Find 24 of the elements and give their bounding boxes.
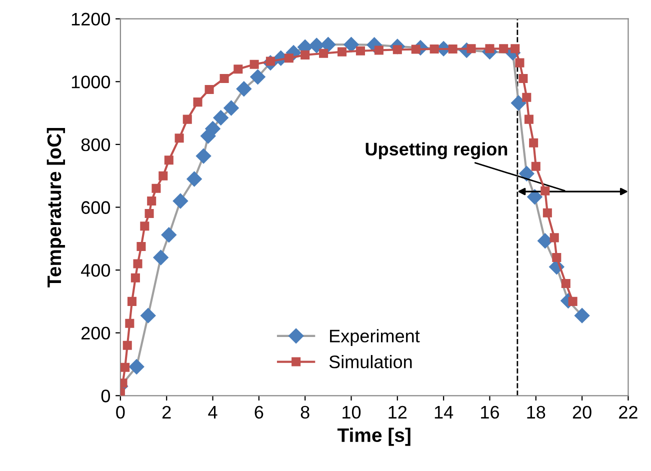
y-tick-label: 800 — [81, 138, 110, 152]
legend-label: Experiment — [330, 329, 420, 346]
x-tick-label: 4 — [208, 406, 218, 418]
y-tick-label: 400 — [81, 264, 110, 277]
y-tick-label: 1000 — [72, 76, 110, 88]
y-tick-label: 1200 — [72, 12, 110, 26]
annotation: Upsetting region — [366, 142, 508, 160]
x-tick-label: 22 — [619, 406, 638, 418]
x-tick-label: 10 — [342, 406, 361, 419]
x-tick-label: 16 — [481, 406, 499, 419]
y-tick-label: 200 — [82, 326, 110, 340]
y-tick-label: 0 — [101, 390, 110, 402]
x-tick-label: 14 — [434, 406, 454, 418]
x-tick-label: 6 — [254, 406, 264, 419]
y-tick-label: 600 — [82, 201, 110, 214]
x-tick-label: 0 — [116, 406, 125, 419]
x-tick-label: 8 — [300, 406, 310, 419]
legend-label: Simulation — [329, 355, 412, 368]
x-tick-label: 20 — [572, 406, 592, 419]
x-axis-title: Time [s] — [337, 428, 410, 446]
y-axis-title: Temperature [oC] — [46, 128, 65, 288]
x-tick-label: 2 — [162, 406, 171, 418]
x-tick-label: 12 — [388, 406, 407, 418]
x-tick-label: 18 — [527, 406, 546, 419]
